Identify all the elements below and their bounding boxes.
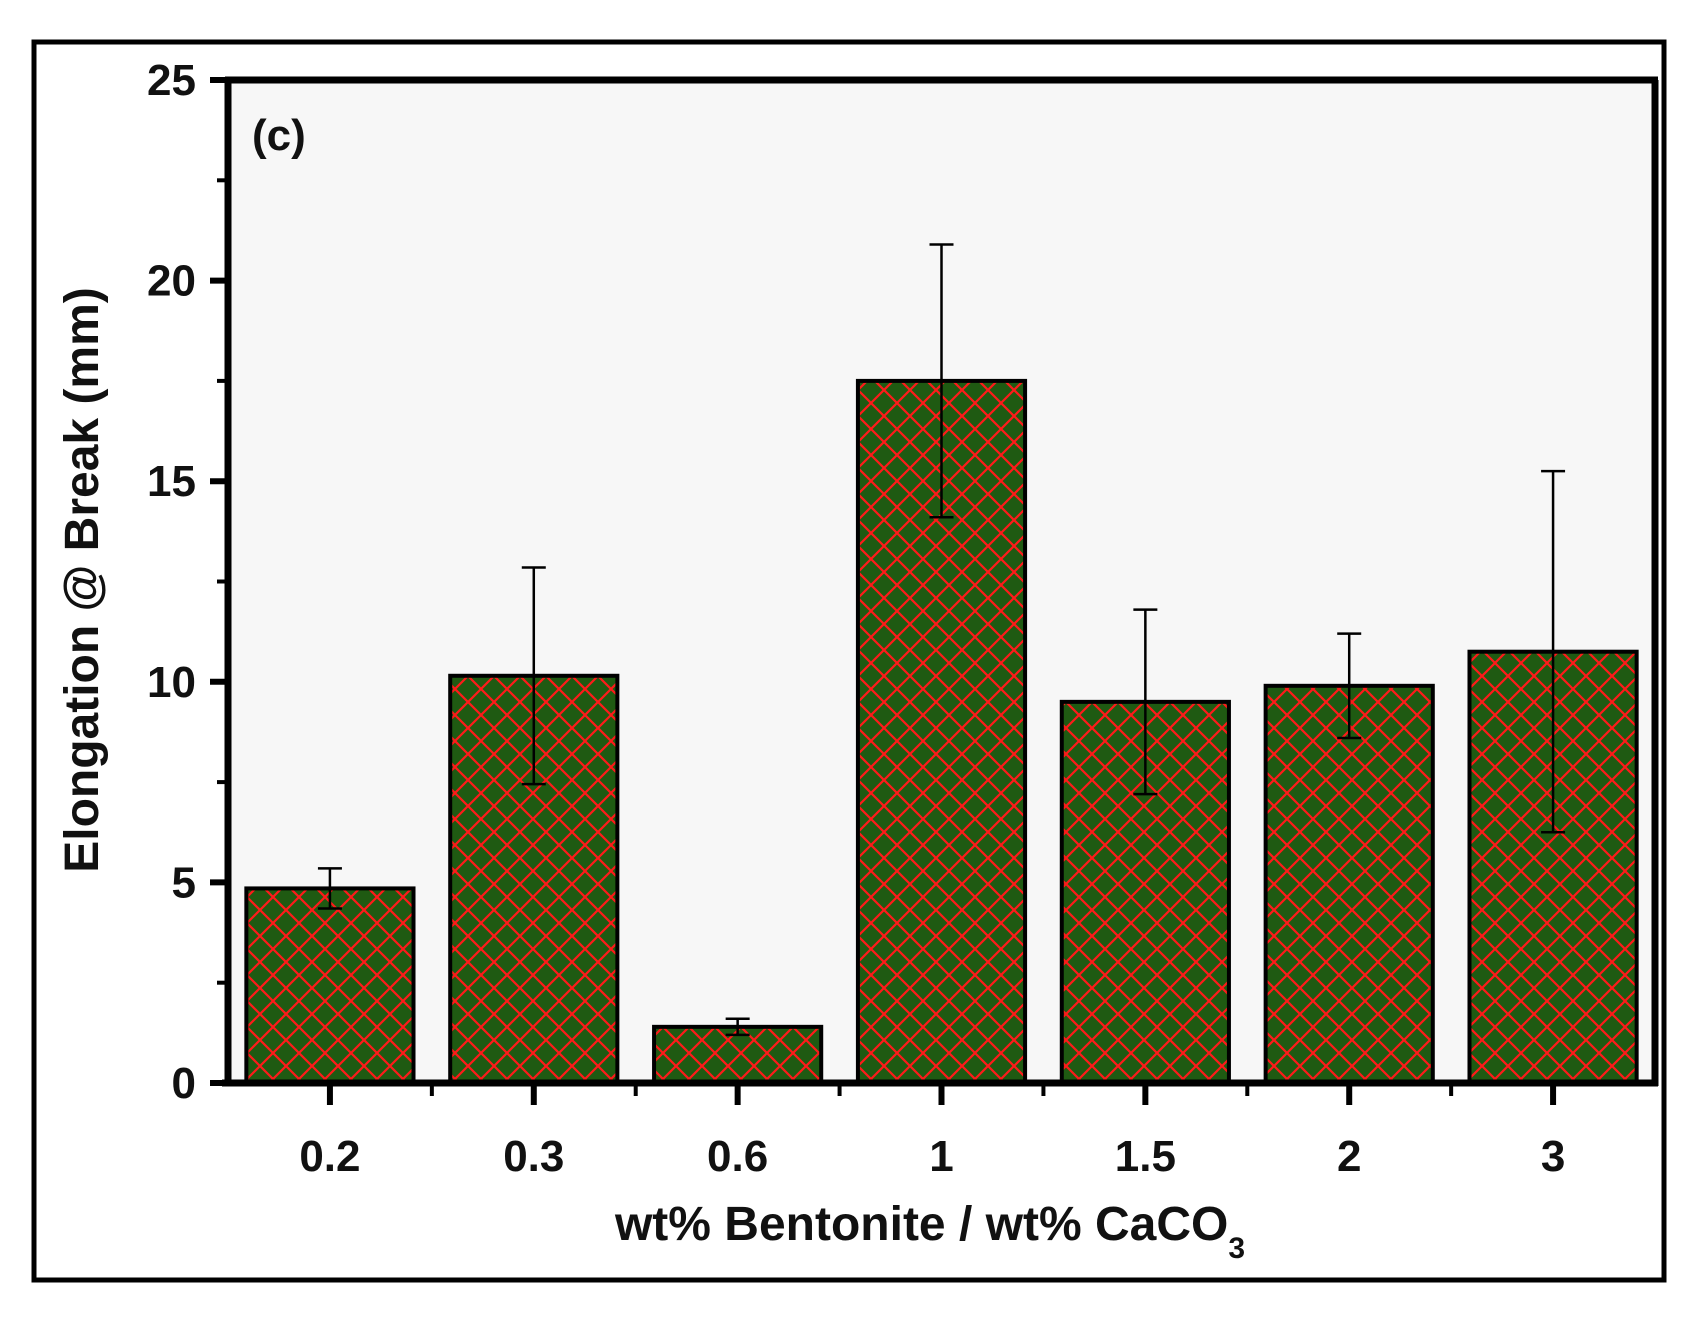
error-bar-3 — [1541, 469, 1566, 834]
error-bars-layer — [317, 243, 1566, 1037]
y-tick-label-20: 20 — [147, 257, 196, 306]
x-tick-label-0.2: 0.2 — [299, 1132, 360, 1181]
y-axis-title: Elongation @ Break (mm) — [56, 287, 109, 873]
bars-layer — [244, 378, 1639, 1086]
error-bar-1.5 — [1133, 608, 1158, 796]
y-tick-label-15: 15 — [147, 457, 196, 506]
bar-0.2 — [244, 886, 416, 1086]
x-tick-label-1.5: 1.5 — [1115, 1132, 1176, 1181]
x-tick-label-2: 2 — [1337, 1132, 1361, 1181]
x-axis-title-main: wt% Bentonite / wt% CaCO — [614, 1198, 1228, 1251]
x-axis-title: wt% Bentonite / wt% CaCO3 — [614, 1198, 1245, 1265]
error-bar-0.6 — [725, 1017, 750, 1037]
y-tick-label-25: 25 — [147, 56, 196, 105]
x-axis-title-subscript: 3 — [1228, 1232, 1245, 1265]
x-tick-label-0.3: 0.3 — [503, 1132, 564, 1181]
bar-2 — [1263, 683, 1435, 1085]
x-ticks-layer: 0.2 0.3 0.6 1 1.5 2 3 — [299, 1083, 1565, 1181]
error-bar-1 — [929, 243, 954, 519]
y-tick-label-10: 10 — [147, 658, 196, 707]
x-tick-label-3: 3 — [1541, 1132, 1565, 1181]
panel-label: (c) — [252, 111, 306, 160]
y-tick-label-0: 0 — [172, 1059, 196, 1108]
error-bar-0.3 — [521, 566, 546, 786]
y-tick-label-5: 5 — [172, 858, 196, 907]
x-tick-label-1: 1 — [929, 1132, 953, 1181]
x-tick-label-0.6: 0.6 — [707, 1132, 768, 1181]
y-ticks-layer: 0 5 10 15 20 25 — [147, 56, 228, 1108]
error-bar-0.2 — [317, 867, 342, 910]
error-bar-2 — [1337, 632, 1362, 740]
